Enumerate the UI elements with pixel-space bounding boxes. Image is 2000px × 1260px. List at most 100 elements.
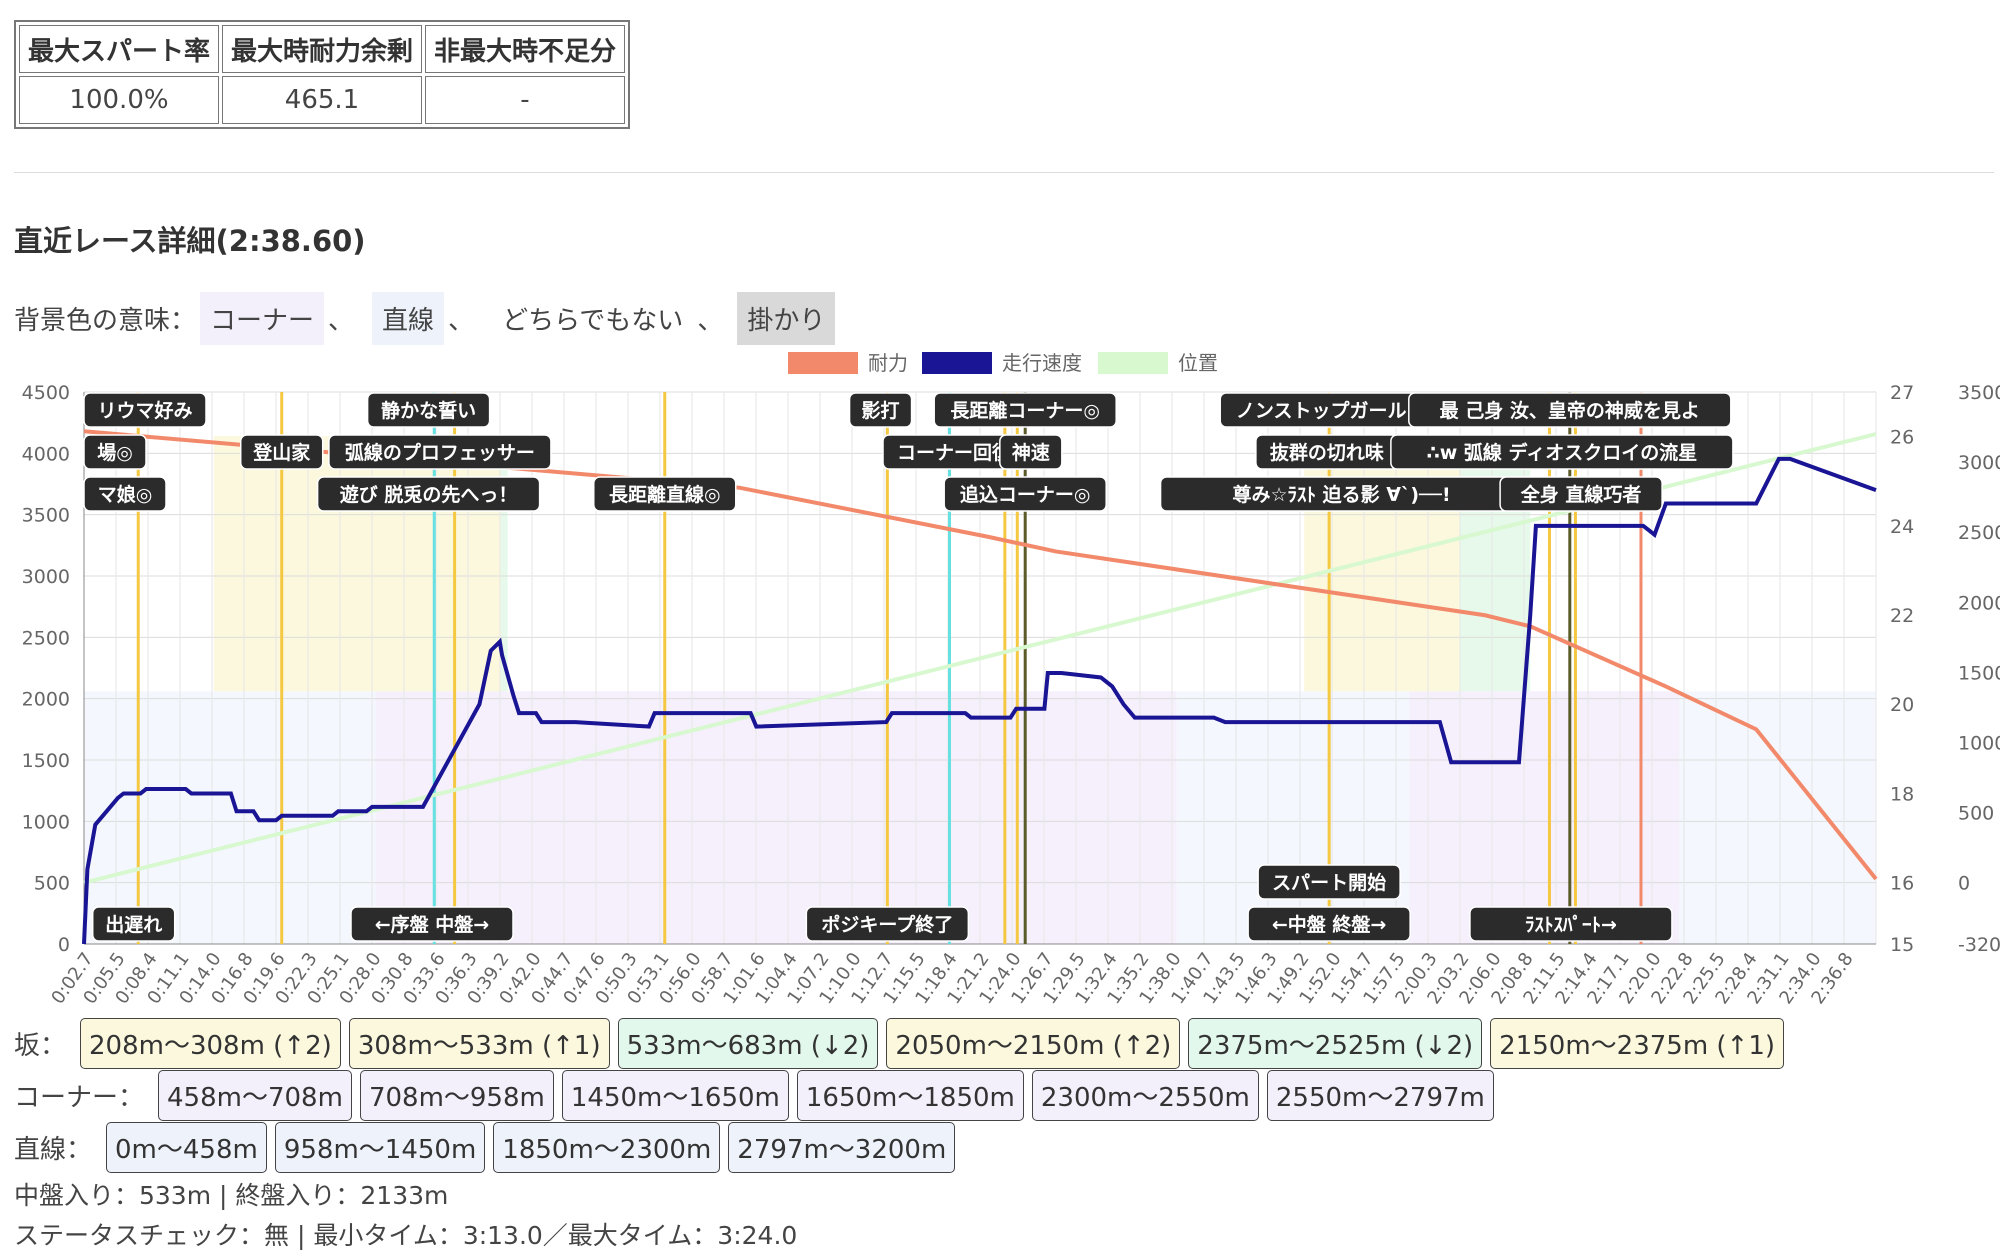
straight-chip[interactable]: 1850m〜2300m [493, 1122, 721, 1173]
speed-tick-label: 18 [1890, 783, 1914, 805]
phase-label-bg [91, 906, 176, 942]
skill-label: 場◎ [83, 434, 147, 470]
bg-legend-neither: どちらでもない [502, 306, 684, 336]
skill-label: ノンストップガール [1219, 392, 1423, 428]
skill-label-text: 静かな誓い [381, 399, 476, 422]
corner-chip[interactable]: 458m〜708m [158, 1070, 352, 1121]
skill-label-bg [1408, 392, 1732, 428]
value-max-stamina-surplus: 465.1 [222, 76, 422, 124]
phase-label-text: ←序盤 中盤→ [375, 913, 489, 936]
y-tick-label: 500 [34, 873, 70, 895]
corner-chip[interactable]: 2550m〜2797m [1266, 1070, 1494, 1121]
phase-label-bg [1257, 864, 1401, 900]
skill-label: 登山家 [239, 434, 324, 470]
straight-row: 直線： 0m〜458m 958m〜1450m 1850m〜2300m 2797m… [14, 1122, 963, 1173]
bg-legend-corner: コーナー [200, 292, 325, 345]
divider [14, 172, 1994, 173]
skill-label-text: 全身 直線巧者 [1520, 483, 1642, 506]
skill-label-bg [366, 392, 491, 428]
speed-tick-label: 16 [1890, 873, 1914, 895]
position-tick-label: 2000 [1958, 592, 2000, 614]
skill-label-text: 弧線のプロフェッサー [345, 441, 535, 464]
y-tick-label: 2000 [22, 689, 70, 711]
skill-label-text: 長距離コーナー◎ [950, 399, 1100, 422]
summary-table: 最大スパート率 最大時耐力余剰 非最大時不足分 100.0% 465.1 - [14, 20, 630, 129]
phase-label-text: スパート開始 [1272, 871, 1386, 894]
course-band [1409, 691, 1680, 944]
phase-info: 中盤入り：533m | 終盤入り：2133m [14, 1181, 449, 1210]
slope-chip[interactable]: 533m〜683m (↓2) [617, 1018, 879, 1069]
position-tick-label: 3500 [1958, 382, 2000, 404]
corner-row: コーナー： 458m〜708m 708m〜958m 1450m〜1650m 16… [14, 1070, 1502, 1121]
skill-label-text: コーナー回復 [897, 441, 1012, 464]
corner-chip[interactable]: 708m〜958m [359, 1070, 554, 1121]
slope-chip[interactable]: 2150m〜2375m (↑1) [1490, 1018, 1785, 1069]
y-tick-label: 0 [58, 934, 70, 956]
phase-label-bg [1469, 906, 1673, 942]
skill-label-text: 長距離直線◎ [609, 483, 721, 506]
position-tick-label: 2500 [1958, 522, 2000, 544]
straight-chip[interactable]: 958m〜1450m [274, 1122, 486, 1173]
speed-tick-label: 20 [1890, 694, 1914, 716]
skill-label-bg [83, 476, 167, 512]
slope-chip[interactable]: 2375m〜2525m (↓2) [1188, 1018, 1483, 1069]
skill-label-bg [83, 434, 147, 470]
straight-chip[interactable]: 2797m〜3200m [728, 1122, 956, 1173]
legend-label: 走行速度 [1002, 351, 1082, 375]
straight-chip[interactable]: 0m〜458m [106, 1122, 267, 1173]
value-non-max-shortfall: - [425, 76, 625, 124]
speed-tick-label: 26 [1890, 427, 1914, 449]
skill-label: 静かな誓い [366, 392, 491, 428]
skill-label: 神速 [999, 434, 1063, 470]
skill-label-bg [848, 392, 913, 428]
y-tick-label: 1500 [22, 750, 70, 772]
slope-band [1460, 436, 1531, 692]
legend-swatch [788, 352, 858, 374]
corner-chip[interactable]: 1450m〜1650m [561, 1070, 789, 1121]
skill-label-bg [1390, 434, 1734, 470]
phase-label-text: ポジキープ終了 [821, 913, 953, 936]
race-chart: 耐力 走行速度 位置 0 500 1000 1500 2000 2500 3000 3500 4000… [22, 351, 2000, 1008]
skill-label-text: 追込コーナー◎ [960, 483, 1091, 506]
skill-label-bg [933, 392, 1117, 428]
skill-label-text: 影打 [862, 399, 900, 422]
bg-legend-straight: 直線 [372, 292, 445, 345]
corner-chip[interactable]: 2300m〜2550m [1031, 1070, 1259, 1121]
bg-legend-prefix: 背景色の意味： [14, 306, 197, 336]
slope-chip[interactable]: 308m〜533m (↑1) [348, 1018, 610, 1069]
skill-label-text: 抜群の切れ味 [1270, 441, 1384, 464]
phase-label: ポジキープ終了 [805, 906, 970, 942]
slope-chip[interactable]: 208m〜308m (↑2) [80, 1018, 341, 1069]
corner-label: コーナー： [14, 1083, 145, 1113]
y-tick-label: 4000 [22, 443, 70, 465]
y-tick-label: 3000 [22, 566, 70, 588]
legend-label: 耐力 [868, 351, 908, 375]
header-max-spurt-rate: 最大スパート率 [19, 25, 219, 73]
position-tick-label: 1000 [1958, 732, 2000, 754]
skill-label-bg [1499, 476, 1663, 512]
skill-label: 追込コーナー◎ [943, 476, 1107, 512]
bg-legend-sep: 、 [697, 306, 724, 336]
skill-label: 長距離コーナー◎ [933, 392, 1117, 428]
corner-chip[interactable]: 1650m〜1850m [796, 1070, 1024, 1121]
skill-label-text: 最 己身 汝、皇帝の神威を見よ [1440, 399, 1700, 422]
position-tick-label: 3000 [1958, 452, 2000, 474]
skill-label-text: 場◎ [97, 442, 133, 464]
phase-label-text: ﾗｽﾄｽﾊﾟｰﾄ→ [1525, 913, 1617, 936]
phase-label: 出遅れ [91, 906, 176, 942]
skill-label-bg [328, 434, 552, 470]
skill-label-text: ∴w 弧線 ディオスクロイの流星 [1427, 441, 1698, 464]
slope-chip[interactable]: 2050m〜2150m (↑2) [886, 1018, 1181, 1069]
slope-band [213, 436, 376, 692]
position-tick-label: 500 [1958, 803, 1994, 825]
background-color-legend: 背景色の意味： コーナー 、 直線 、 どちらでもない 、 掛かり [14, 292, 839, 345]
header-non-max-shortfall: 非最大時不足分 [425, 25, 625, 73]
slope-label: 坂： [14, 1031, 67, 1061]
phase-label: スパート開始 [1257, 864, 1401, 900]
slope-band [500, 436, 508, 692]
phase-label-bg [1247, 906, 1411, 942]
bg-legend-kakari: 掛かり [737, 292, 836, 345]
y-tick-label: 1000 [22, 811, 70, 833]
skill-label-bg [999, 434, 1063, 470]
skill-label-text: 尊み☆ﾗｽﾄ 迫る影 ∀`)──! [1232, 483, 1450, 506]
